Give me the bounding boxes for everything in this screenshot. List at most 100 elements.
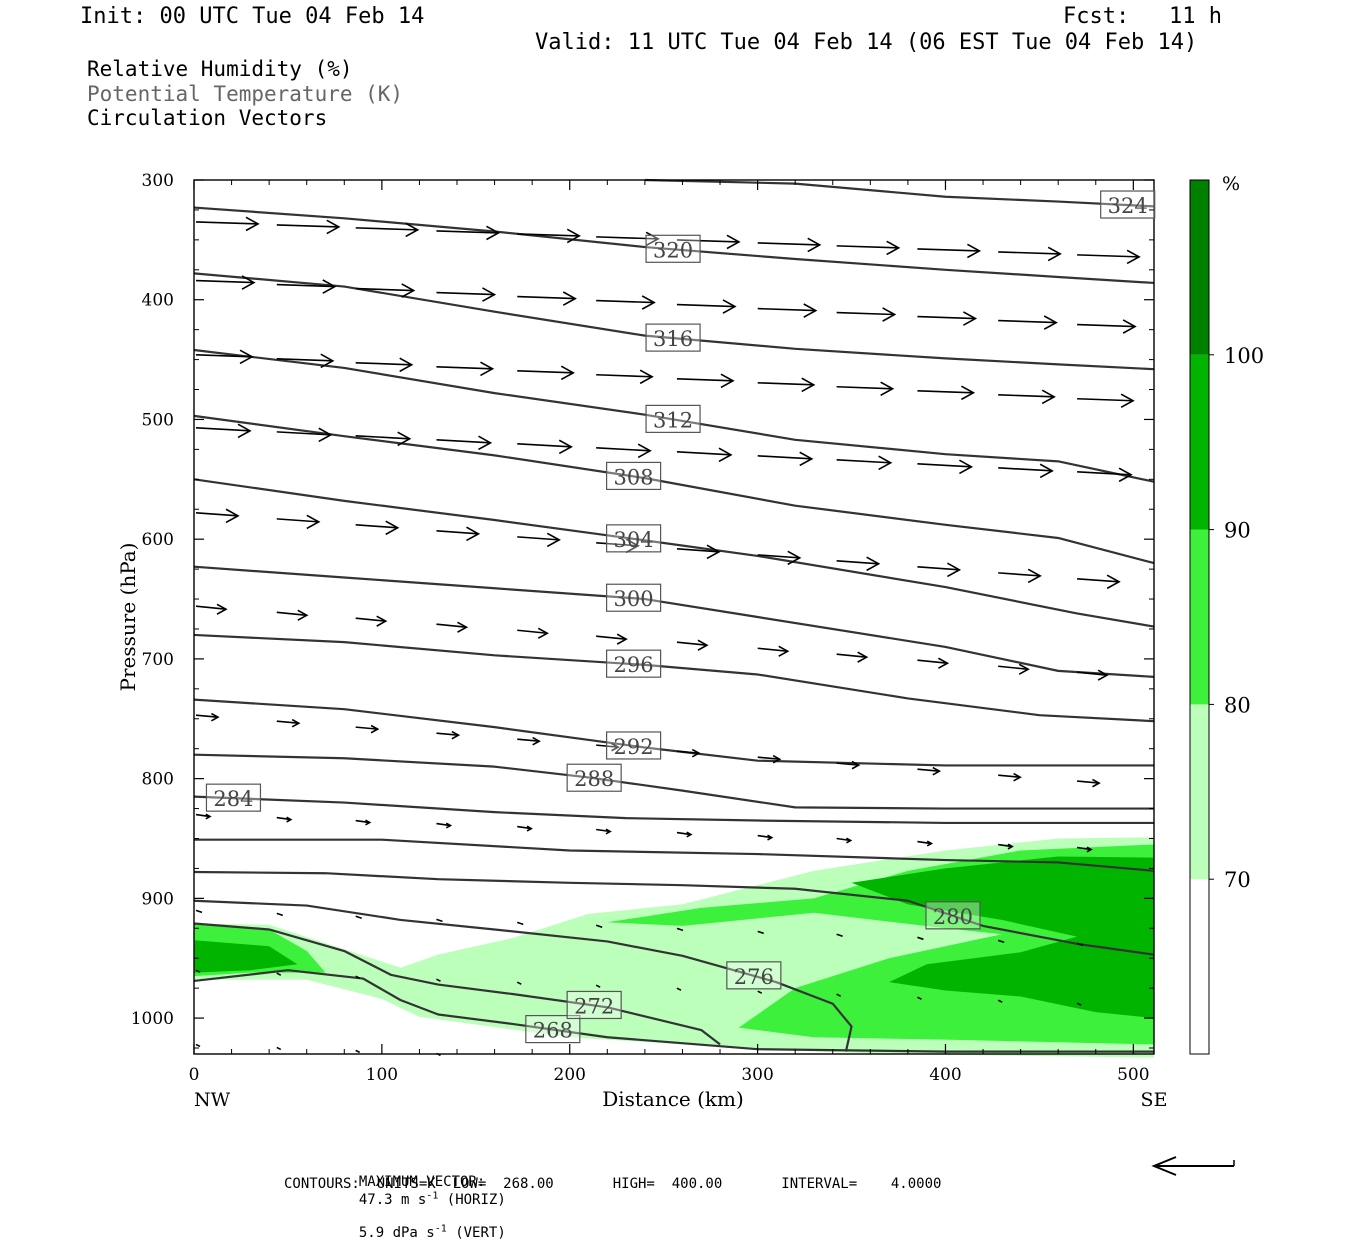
theta-contour-296 — [193, 633, 1155, 723]
vector-shaft — [436, 918, 443, 923]
vector-head — [401, 283, 416, 298]
contour-label-296: 296 — [606, 649, 662, 678]
circulation-vector — [836, 760, 861, 770]
circulation-vector — [836, 556, 881, 572]
circulation-vector — [355, 283, 416, 298]
contour-label-text: 316 — [653, 327, 693, 351]
vector-head — [778, 645, 790, 657]
vector-head — [1007, 843, 1014, 850]
vector-head — [645, 231, 660, 247]
circulation-vector — [195, 909, 203, 914]
contour-label-text: 304 — [614, 528, 654, 552]
circulation-vector — [1077, 249, 1141, 265]
legend-circulation-vectors: Circulation Vectors — [87, 106, 328, 130]
contour-label-text: 296 — [614, 653, 654, 677]
theta-contour-c282 — [194, 838, 1155, 872]
circulation-vector — [596, 633, 628, 645]
vector-head — [320, 353, 335, 369]
vector-head — [560, 365, 575, 381]
circulation-vector — [1076, 942, 1084, 947]
circulation-vector — [917, 657, 950, 669]
circulation-vector — [276, 972, 282, 976]
circulation-vector — [757, 377, 816, 393]
vector-shaft — [998, 843, 1013, 848]
vector-head — [641, 295, 656, 310]
contour-label-box — [566, 763, 622, 792]
vector-head — [286, 816, 293, 823]
circulation-vector — [757, 930, 764, 935]
vector-shaft — [195, 221, 259, 225]
circulation-vector — [998, 663, 1030, 675]
vector-shaft — [1077, 780, 1100, 784]
circulation-vector — [917, 459, 974, 475]
circulation-vector — [195, 423, 252, 439]
vector-head — [1106, 574, 1121, 590]
axes: Distance (km) Pressure (hPa) NW SE 300 40… — [116, 171, 1167, 1111]
vector-head — [566, 228, 581, 244]
theta-contour-324 — [644, 178, 1155, 208]
vector-head — [932, 766, 942, 776]
circulation-vector — [516, 981, 522, 985]
vector-shaft — [676, 831, 692, 836]
vector-shaft — [517, 629, 548, 635]
vector-shaft — [757, 990, 763, 994]
max-vector-vert: 5.9 dPa s-1 (VERT) — [358, 1223, 506, 1241]
circulation-vector — [917, 936, 924, 941]
colorbar-label-70: 70 — [1224, 868, 1251, 892]
contour-label-box — [205, 783, 262, 812]
circulation-vector — [355, 222, 420, 238]
vector-shaft — [195, 909, 203, 914]
circulation-vector — [676, 299, 737, 314]
vector-shaft — [757, 930, 764, 935]
vector-shaft — [195, 714, 219, 718]
circulation-vector — [757, 451, 814, 467]
colorbar-segment-4 — [1190, 180, 1209, 355]
vector-head — [482, 287, 497, 302]
colorbar-unit: % — [1222, 173, 1240, 195]
vector-shaft — [917, 768, 940, 772]
circulation-vector — [355, 615, 388, 627]
circulation-vector — [355, 431, 412, 447]
circulation-vector — [195, 349, 254, 365]
vector-shaft — [676, 987, 682, 991]
vector-shaft — [355, 523, 398, 529]
vector-head — [605, 828, 612, 835]
vector-head — [851, 760, 861, 770]
circulation-vector — [836, 837, 853, 844]
contour-label-box — [1100, 190, 1156, 219]
vector-shaft — [917, 996, 922, 1000]
vector-shaft — [596, 236, 659, 240]
y-tick-label-800: 800 — [142, 770, 174, 790]
vector-shaft — [836, 385, 893, 390]
x-tick-label-200: 200 — [554, 1065, 586, 1085]
vector-shaft — [596, 299, 655, 304]
contour-label-292: 292 — [606, 731, 662, 760]
vector-shaft — [355, 617, 386, 622]
circulation-vector — [436, 730, 461, 740]
theta-contour-272 — [193, 922, 721, 1046]
vector-shaft — [1076, 846, 1092, 851]
vector-shaft — [195, 427, 251, 432]
circulation-vector — [436, 435, 493, 451]
vector-head — [245, 216, 260, 232]
contour-label-box — [525, 1014, 581, 1044]
vector-shaft — [596, 541, 639, 547]
vector-head — [365, 819, 372, 826]
circulation-vector — [195, 813, 212, 820]
vector-head — [225, 508, 240, 524]
vector-shaft — [917, 566, 960, 571]
vector-shaft — [1077, 254, 1140, 258]
circulation-vector — [997, 939, 1005, 944]
circulation-vector — [998, 315, 1058, 330]
vector-shaft — [836, 559, 879, 565]
vector-head — [959, 459, 974, 475]
circulation-vector — [917, 996, 922, 1000]
plot-border — [193, 179, 1155, 1055]
vector-shaft — [836, 933, 843, 938]
theta-contour-316 — [193, 272, 1155, 371]
circulation-vector — [917, 562, 962, 578]
circulation-vector — [436, 225, 501, 241]
vector-shaft — [517, 233, 580, 237]
contour-label-box — [606, 461, 662, 491]
